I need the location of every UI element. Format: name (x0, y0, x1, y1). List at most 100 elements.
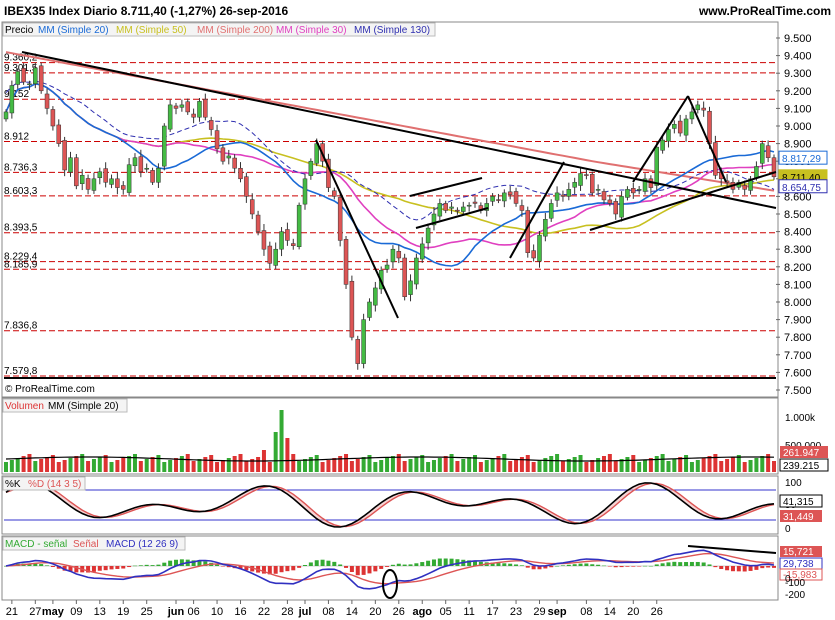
macd-hist-bar (4, 566, 8, 567)
candle-body (472, 201, 478, 204)
macd-hist-bar (332, 561, 337, 566)
volume-bar (302, 459, 307, 472)
candle-body (642, 178, 648, 192)
volume-sma-tag-bg (779, 458, 829, 472)
candle-body (144, 167, 149, 170)
macd-hist-bar (502, 563, 507, 566)
time-tick-label: 08 (580, 606, 592, 618)
macd-hist-bar (660, 563, 665, 566)
candle-body (74, 157, 79, 187)
macd-hist-bar (285, 566, 290, 572)
volume-bar (91, 459, 96, 472)
volume-bar (719, 461, 724, 472)
macd-hist-bar (725, 566, 730, 571)
time-tick-label: 26 (393, 606, 405, 618)
macd-hist-bar (349, 566, 354, 573)
macd-hist-bar (379, 566, 384, 569)
candle-body (607, 199, 613, 204)
price-tick: 9.100 (784, 103, 812, 115)
candle-body (273, 248, 278, 266)
candle-body (584, 174, 589, 176)
macd-hist-bar (68, 566, 73, 572)
trend-lines (4, 51, 777, 379)
volume-bar (355, 459, 360, 472)
candle-body (349, 280, 355, 338)
volume-bar (666, 461, 671, 472)
macd-hist-bar (302, 564, 307, 566)
volume-bar (373, 462, 378, 472)
volume-bar (174, 458, 179, 472)
macd-hist-bar (191, 560, 196, 566)
time-tick-label: 14 (346, 606, 358, 618)
time-axis: 21 27 may 09 13 19 25 jun 06 10 16 22 28 jul 08 14 20 26 a… (6, 600, 663, 618)
stoch-k-value: 41,315 (783, 497, 814, 508)
time-tick-label: 27 (29, 606, 41, 618)
macd-hist-bar (338, 564, 343, 566)
chart-title: IBEX35 Index Diario 8.711,40 (-1,27%) 26… (4, 4, 288, 18)
price-tick: 8.600 (784, 191, 812, 203)
volume-bar (308, 457, 313, 472)
candle-body (449, 206, 454, 209)
candle-body (408, 280, 413, 295)
candle-body (79, 175, 85, 184)
time-tick-label: 25 (141, 606, 153, 618)
candle-body (44, 93, 50, 109)
macd-value-2: 29,738 (783, 559, 814, 570)
macd-hist-bar (760, 566, 765, 569)
site-link[interactable]: www.ProRealTime.com (698, 4, 831, 18)
macd-tag3-bg (779, 568, 823, 581)
macd-hist-bar (490, 562, 495, 566)
macd-hist-bar (156, 564, 161, 566)
candle-body (191, 113, 196, 118)
candle-body (666, 129, 671, 142)
volume-bar (449, 454, 454, 472)
time-tick-label: may (42, 606, 65, 618)
volume-bar (549, 456, 554, 472)
candle-body (291, 243, 296, 246)
support-label: 8.912 (4, 131, 29, 142)
candle-body (590, 173, 595, 194)
volume-bar (736, 455, 741, 472)
candle-body (62, 140, 67, 171)
candle-body (566, 189, 572, 197)
candle-body (103, 168, 108, 183)
volume-bar (332, 458, 337, 472)
candlesticks (3, 62, 777, 370)
volume-bar (68, 458, 73, 472)
volume-bar (27, 454, 32, 472)
price-tick: 8.300 (784, 244, 812, 256)
volume-bar (385, 458, 390, 472)
volume-bar (33, 461, 38, 472)
candle-body (138, 156, 144, 173)
candle-body (373, 287, 378, 306)
volume-bar (525, 455, 530, 472)
volume-bar (678, 457, 683, 472)
macd-hist-bar (578, 563, 583, 566)
macd-hist-bar (549, 566, 554, 568)
macd-hist-bar (273, 566, 278, 574)
volume-bar (168, 460, 173, 472)
macd-hist-bar (390, 564, 395, 566)
volume-bar (572, 457, 577, 472)
macd-hist-bar (385, 566, 390, 567)
volume-bar (390, 456, 395, 472)
macd-hist-bar (648, 565, 653, 567)
stochastic-panel (1, 475, 779, 535)
candle-body (296, 204, 302, 247)
price-tick: 7.900 (784, 315, 812, 327)
candle-body (742, 185, 747, 190)
price-tick: 9.400 (784, 51, 812, 63)
volume-bar (45, 457, 50, 472)
candle-body (261, 230, 267, 250)
candle-body (390, 248, 396, 263)
candle-body (126, 164, 132, 193)
candle-body (636, 189, 642, 191)
price-tick: 7.500 (784, 385, 812, 397)
candle-body (121, 185, 126, 190)
volume-bar (279, 410, 284, 472)
macd-hist-bar (736, 566, 741, 572)
volume-bar (4, 462, 8, 472)
candle-body (419, 243, 425, 260)
volume-bar (713, 454, 718, 472)
macd-hist-bar (496, 563, 501, 566)
